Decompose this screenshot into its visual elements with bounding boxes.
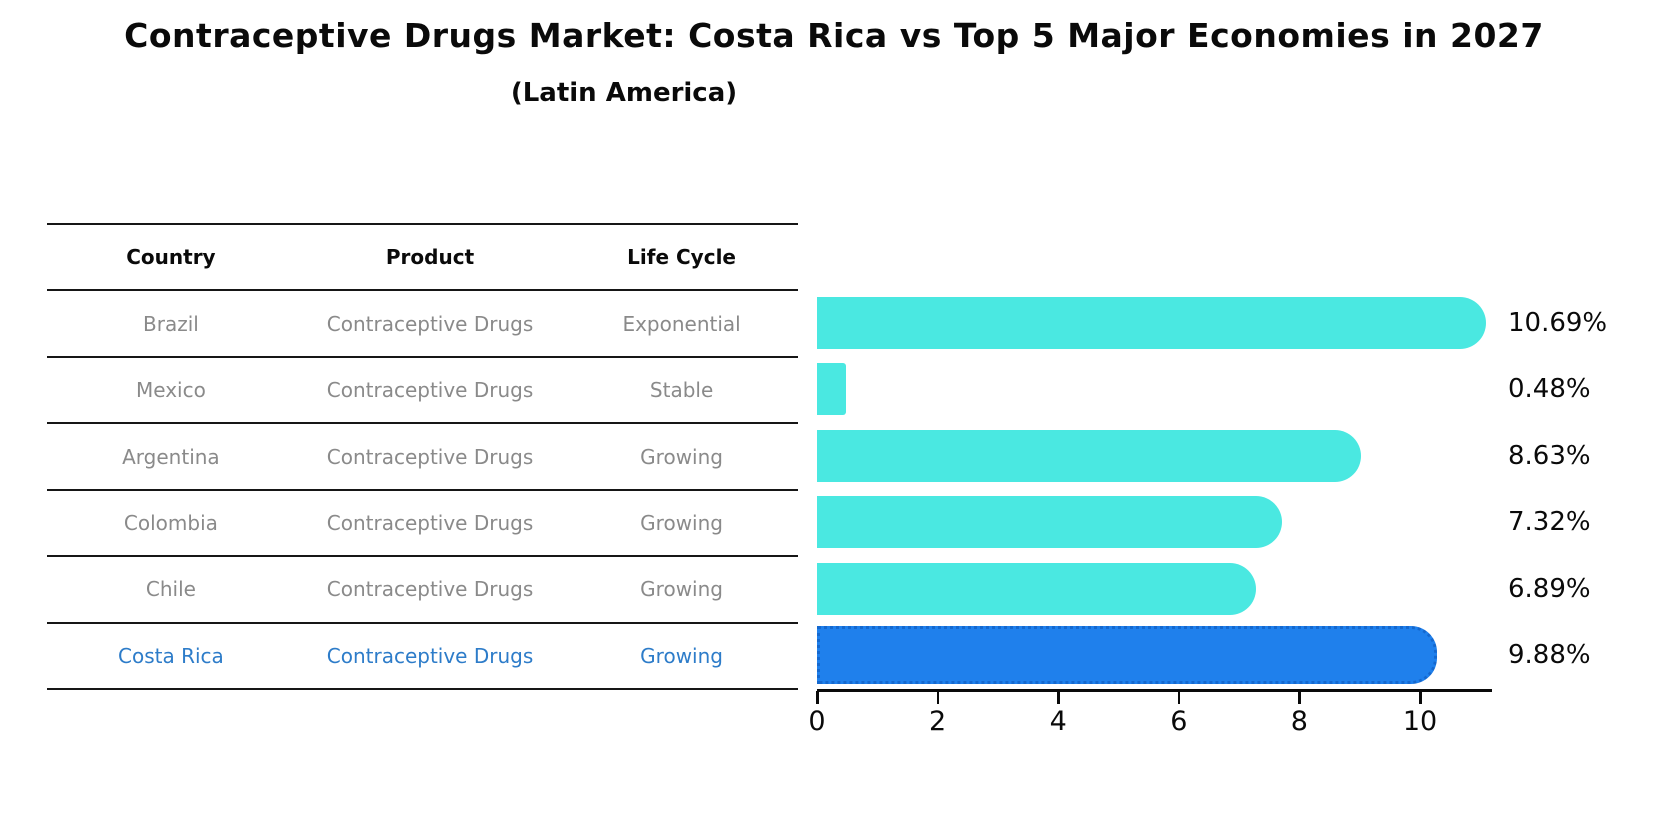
value-label: 6.89% (1508, 573, 1591, 604)
life-cycle-cell: Exponential (622, 311, 741, 336)
bar-chile (817, 562, 1257, 615)
table-row: Colombia Contraceptive Drugs Growing (47, 491, 798, 558)
country-cell: Argentina (122, 444, 220, 469)
value-label: 8.63% (1508, 440, 1591, 471)
bar-mexico (817, 363, 846, 416)
table-row: Argentina Contraceptive Drugs Growing (47, 424, 798, 491)
country-table: Country Product Life Cycle Brazil Contra… (47, 223, 798, 691)
x-axis-tick-mark (1419, 691, 1422, 704)
product-cell: Contraceptive Drugs (326, 510, 534, 535)
value-label: 0.48% (1508, 374, 1591, 405)
life-cycle-cell: Growing (640, 577, 723, 602)
bar-argentina (817, 429, 1362, 482)
column-header-country: Country (126, 245, 216, 270)
product-cell: Contraceptive Drugs (326, 643, 534, 668)
life-cycle-cell: Growing (640, 510, 723, 535)
column-header-life-cycle: Life Cycle (627, 245, 736, 270)
bar-costa-rica-highlight (817, 626, 1437, 684)
country-cell: Brazil (143, 311, 199, 336)
product-cell: Contraceptive Drugs (326, 577, 534, 602)
x-axis-tick-mark (816, 691, 819, 704)
product-cell: Contraceptive Drugs (326, 444, 534, 469)
bar-brazil (817, 296, 1486, 349)
x-axis-line (817, 689, 1493, 692)
value-label: 7.32% (1508, 507, 1591, 538)
value-label: 10.69% (1508, 307, 1608, 338)
table-header-row: Country Product Life Cycle (47, 225, 798, 292)
product-cell: Contraceptive Drugs (326, 311, 534, 336)
table-row: Mexico Contraceptive Drugs Stable (47, 358, 798, 425)
x-axis-tick-mark (1057, 691, 1060, 704)
country-cell: Colombia (123, 510, 218, 535)
table-row: Chile Contraceptive Drugs Growing (47, 557, 798, 624)
x-axis-tick-label: 0 (808, 706, 826, 737)
bar-colombia (817, 496, 1283, 549)
x-axis-tick-mark (936, 691, 940, 704)
product-cell: Contraceptive Drugs (326, 378, 534, 403)
x-axis-tick-label: 2 (929, 706, 947, 737)
chart-title: Contraceptive Drugs Market: Costa Rica v… (124, 16, 1544, 55)
country-cell: Mexico (135, 378, 206, 403)
chart-subtitle: (Latin America) (510, 78, 738, 108)
country-cell: Chile (145, 577, 196, 602)
column-header-product: Product (385, 245, 475, 270)
table-row: Brazil Contraceptive Drugs Exponential (47, 291, 798, 358)
x-axis-tick-label: 10 (1402, 706, 1438, 737)
x-axis-tick-label: 6 (1170, 706, 1188, 737)
x-axis-tick-mark (1177, 691, 1181, 704)
value-label: 9.88% (1508, 640, 1591, 670)
x-axis-tick-mark (1298, 691, 1301, 704)
country-cell: Costa Rica (118, 643, 224, 668)
table-row-highlight-costa-rica: Costa Rica Contraceptive Drugs Growing (47, 624, 798, 691)
x-axis-tick-label: 4 (1049, 706, 1067, 737)
life-cycle-cell: Growing (640, 444, 723, 469)
life-cycle-cell: Stable (649, 378, 714, 403)
x-axis-tick-label: 8 (1290, 706, 1308, 737)
life-cycle-cell: Growing (640, 643, 723, 668)
